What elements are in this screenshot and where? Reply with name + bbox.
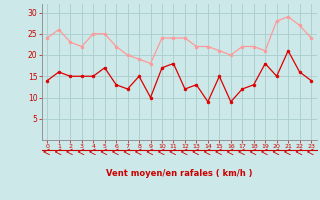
X-axis label: Vent moyen/en rafales ( km/h ): Vent moyen/en rafales ( km/h ) <box>106 169 252 178</box>
